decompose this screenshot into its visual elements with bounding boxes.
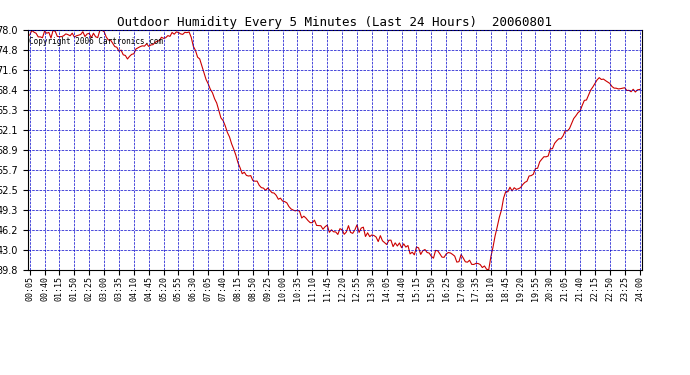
Title: Outdoor Humidity Every 5 Minutes (Last 24 Hours)  20060801: Outdoor Humidity Every 5 Minutes (Last 2…: [117, 16, 552, 29]
Text: Copyright 2006 Cartronics.com: Copyright 2006 Cartronics.com: [29, 37, 163, 46]
